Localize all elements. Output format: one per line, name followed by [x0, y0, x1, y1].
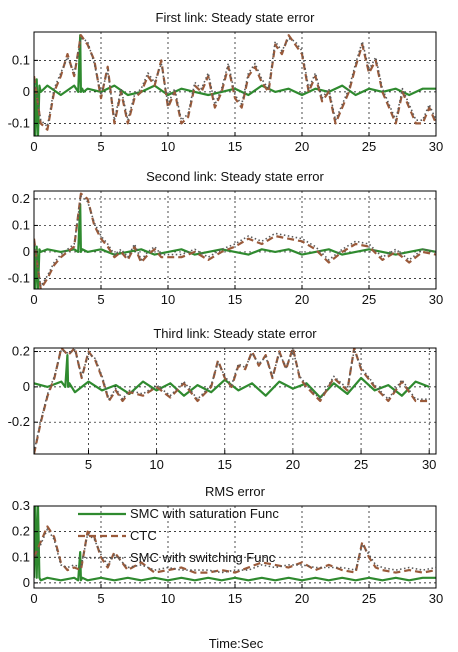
- y-tick-label: 0: [23, 379, 30, 394]
- x-tick-label: 20: [295, 591, 309, 606]
- series-line-solid-green: [34, 203, 436, 289]
- y-tick-label: 0.2: [12, 191, 30, 206]
- axes-box: [33, 347, 437, 455]
- x-tick-label: 25: [362, 139, 376, 154]
- y-tick-label: 0.3: [12, 498, 30, 513]
- series-line-solid-green: [34, 34, 436, 136]
- chart-title: Second link: Steady state error: [146, 169, 324, 184]
- chart-panel-4: RMS error 0 5 10 15 20 25 30 0 0.1 0.2 0.3 SMC with …: [12, 484, 443, 606]
- x-tick-label: 10: [161, 591, 175, 606]
- x-tick-label: 30: [429, 292, 443, 307]
- x-tick-label: 15: [228, 292, 242, 307]
- x-tick-label: 20: [295, 292, 309, 307]
- x-tick-label: 25: [354, 457, 368, 472]
- chart-title: RMS error: [205, 484, 266, 499]
- legend: SMC with saturation Func CTC SMC with swit…: [78, 506, 279, 565]
- x-tick-label: 0: [30, 139, 37, 154]
- y-tick-label: 0.2: [12, 524, 30, 539]
- x-tick-label: 15: [228, 591, 242, 606]
- x-tick-label: 10: [161, 139, 175, 154]
- y-tick-label: -0.1: [8, 115, 30, 130]
- y-tick-label: 0: [23, 575, 30, 590]
- series-line-solid-green: [34, 354, 430, 399]
- x-tick-label: 10: [149, 457, 163, 472]
- series-line-dashed-brown: [34, 348, 430, 454]
- x-tick-label: 20: [295, 139, 309, 154]
- y-tick-label: 0.1: [12, 549, 30, 564]
- x-tick-label: 30: [422, 457, 436, 472]
- chart-panel-2: Second link: Steady state error 0 5 10 15 20 2…: [8, 169, 444, 307]
- x-tick-label: 15: [218, 457, 232, 472]
- xlabel-time: Time:Sec: [209, 636, 264, 651]
- series-line-dotted-grey: [34, 195, 436, 288]
- x-tick-label: 30: [429, 591, 443, 606]
- legend-entry: SMC with saturation Func: [130, 506, 279, 521]
- series-line-dotted-grey: [34, 348, 430, 453]
- x-tick-label: 5: [97, 292, 104, 307]
- x-tick-label: 10: [161, 292, 175, 307]
- legend-entry: SMC with switching Func: [130, 550, 276, 565]
- x-tick-label: 0: [30, 591, 37, 606]
- y-tick-label: 0.1: [12, 217, 30, 232]
- y-tick-label: 0: [23, 244, 30, 259]
- x-tick-label: 5: [97, 591, 104, 606]
- y-tick-label: 0: [23, 84, 30, 99]
- y-tick-label: -0.2: [8, 414, 30, 429]
- chart-title: Third link: Steady state error: [153, 326, 317, 341]
- x-tick-label: 5: [85, 457, 92, 472]
- legend-entry: CTC: [130, 528, 157, 543]
- series-line-dotted-grey: [34, 37, 436, 128]
- series-line-solid-green: [34, 506, 436, 582]
- chart-title: First link: Steady state error: [156, 10, 316, 25]
- axes-box: [33, 190, 437, 290]
- series-line-dotted-grey: [34, 528, 436, 574]
- y-tick-label: -0.1: [8, 270, 30, 285]
- x-tick-label: 0: [30, 292, 37, 307]
- x-tick-label: 5: [97, 139, 104, 154]
- x-tick-label: 25: [362, 292, 376, 307]
- x-tick-label: 20: [286, 457, 300, 472]
- x-tick-label: 25: [362, 591, 376, 606]
- series-line-dashed-brown: [34, 192, 436, 289]
- y-tick-label: 0.2: [12, 344, 30, 359]
- y-tick-label: 0.1: [12, 52, 30, 67]
- chart-panel-3: Third link: Steady state error 5 10 15 20 25 3…: [8, 326, 437, 472]
- chart-panel-1: First link: Steady state error 0 5 10 15 20 25…: [8, 10, 444, 154]
- x-tick-label: 15: [228, 139, 242, 154]
- x-tick-label: 30: [429, 139, 443, 154]
- series-line-dashed-brown: [34, 34, 436, 131]
